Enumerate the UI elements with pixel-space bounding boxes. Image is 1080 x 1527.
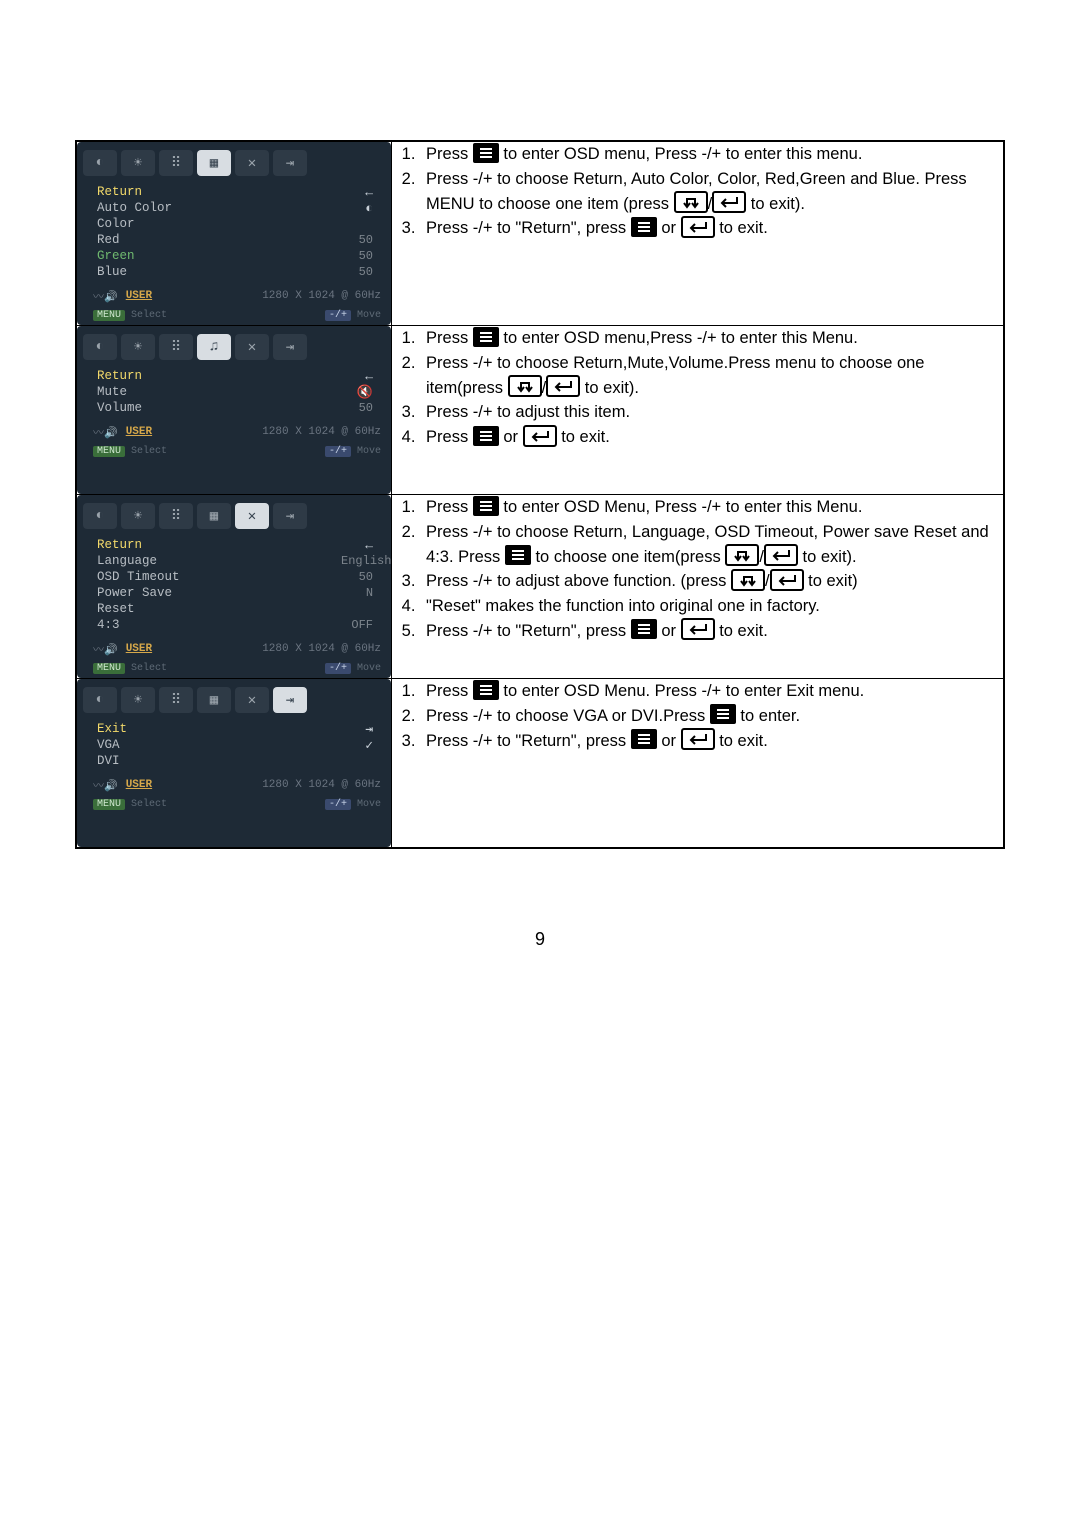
osd-tab: ♫ <box>197 334 231 360</box>
osd-tab: ✕ <box>235 150 269 176</box>
osd-tab: ⇥ <box>273 334 307 360</box>
enter-icon <box>764 544 798 566</box>
arrows-icon <box>725 544 759 566</box>
osd-tab-row: ◐☀⠿▦✕⇥ <box>77 501 391 535</box>
enter-icon <box>681 618 715 640</box>
instructions: Press to enter OSD Menu, Press -/+ to en… <box>392 495 1003 644</box>
menu-icon <box>473 496 499 516</box>
osd-tab: ◐ <box>83 687 117 713</box>
osd-tab: ☀ <box>121 503 155 529</box>
osd-tab: ▦ <box>197 687 231 713</box>
enter-icon <box>770 569 804 591</box>
osd-menu-item: VGA ✓ <box>97 737 381 753</box>
osd-tab-row: ◐☀⠿▦✕⇥ <box>77 685 391 719</box>
enter-icon <box>546 375 580 397</box>
osd-menu-item: Reset <box>97 601 381 617</box>
osd-tab: ☀ <box>121 687 155 713</box>
table-row: ◐☀⠿▦✕⇥ Return ← Auto Color ◐ Color Red 5… <box>76 141 1004 326</box>
menu-icon <box>473 426 499 446</box>
osd-menu-item: Auto Color ◐ <box>97 200 381 216</box>
osd-panel: ◐☀⠿♫✕⇥ Return ← Mute 🔇 Volume 50 〰🔊USER … <box>77 326 391 494</box>
osd-cell: ◐☀⠿♫✕⇥ Return ← Mute 🔇 Volume 50 〰🔊USER … <box>76 326 392 495</box>
osd-menu-item: Exit ⇥ <box>97 721 381 737</box>
instructions: Press to enter OSD menu, Press -/+ to en… <box>392 142 1003 241</box>
osd-menu-item: OSD Timeout 50 <box>97 569 381 585</box>
osd-tab: ✕ <box>235 334 269 360</box>
table-row: ◐☀⠿♫✕⇥ Return ← Mute 🔇 Volume 50 〰🔊USER … <box>76 326 1004 495</box>
manual-table: ◐☀⠿▦✕⇥ Return ← Auto Color ◐ Color Red 5… <box>75 140 1005 849</box>
osd-tab: ⇥ <box>273 503 307 529</box>
osd-menu-item: Return ← <box>97 537 381 553</box>
osd-tab: ☀ <box>121 150 155 176</box>
osd-status: 〰🔊USER 1280 X 1024 @ 60Hz <box>77 418 391 446</box>
osd-menu-item: Red 50 <box>97 232 381 248</box>
osd-menu-item: Blue 50 <box>97 264 381 280</box>
instructions-cell: Press to enter OSD Menu, Press -/+ to en… <box>392 495 1004 679</box>
osd-menu-item: Volume 50 <box>97 400 381 416</box>
osd-status: 〰🔊USER 1280 X 1024 @ 60Hz <box>77 635 391 663</box>
osd-menu-item: Mute 🔇 <box>97 384 381 400</box>
menu-icon <box>631 619 657 639</box>
instructions: Press to enter OSD menu,Press -/+ to ent… <box>392 326 1003 450</box>
osd-footer: MENU Select -/+ Move <box>77 446 391 461</box>
osd-status: 〰🔊USER 1280 X 1024 @ 60Hz <box>77 771 391 799</box>
osd-cell: ◐☀⠿▦✕⇥ Return ← Auto Color ◐ Color Red 5… <box>76 141 392 326</box>
osd-menu-item: Return ← <box>97 184 381 200</box>
arrows-icon <box>731 569 765 591</box>
table-row: ◐☀⠿▦✕⇥ Return ← Language English OSD Tim… <box>76 495 1004 679</box>
osd-menu-item: Language English <box>97 553 381 569</box>
osd-tab: ⠿ <box>159 503 193 529</box>
arrows-icon <box>508 375 542 397</box>
instructions: Press to enter OSD Menu. Press -/+ to en… <box>392 679 1003 753</box>
osd-tab: ⠿ <box>159 150 193 176</box>
menu-icon <box>631 729 657 749</box>
osd-tab: ✕ <box>235 503 269 529</box>
menu-icon <box>505 545 531 565</box>
page-number: 9 <box>75 929 1005 950</box>
osd-menu-item: 4:3 OFF <box>97 617 381 633</box>
osd-status: 〰🔊USER 1280 X 1024 @ 60Hz <box>77 282 391 310</box>
enter-icon <box>712 191 746 213</box>
osd-tab: ☀ <box>121 334 155 360</box>
osd-cell: ◐☀⠿▦✕⇥ Exit ⇥ VGA ✓ DVI 〰🔊USER 1280 X 10… <box>76 679 392 849</box>
enter-icon <box>523 425 557 447</box>
osd-menu-item: Green 50 <box>97 248 381 264</box>
menu-icon <box>473 327 499 347</box>
osd-footer: MENU Select -/+ Move <box>77 310 391 325</box>
osd-tab: ⇥ <box>273 150 307 176</box>
menu-icon <box>631 217 657 237</box>
osd-tab: ✕ <box>235 687 269 713</box>
osd-footer: MENU Select -/+ Move <box>77 663 391 678</box>
osd-cell: ◐☀⠿▦✕⇥ Return ← Language English OSD Tim… <box>76 495 392 679</box>
menu-icon <box>710 704 736 724</box>
osd-menu-item: Color <box>97 216 381 232</box>
osd-tab: ⇥ <box>273 687 307 713</box>
osd-tab: ◐ <box>83 150 117 176</box>
osd-tab: ▦ <box>197 150 231 176</box>
arrows-icon <box>674 191 708 213</box>
osd-panel: ◐☀⠿▦✕⇥ Exit ⇥ VGA ✓ DVI 〰🔊USER 1280 X 10… <box>77 679 391 847</box>
osd-tab: ⠿ <box>159 334 193 360</box>
enter-icon <box>681 728 715 750</box>
osd-tab-row: ◐☀⠿♫✕⇥ <box>77 332 391 366</box>
osd-menu-item: Power Save N <box>97 585 381 601</box>
osd-panel: ◐☀⠿▦✕⇥ Return ← Auto Color ◐ Color Red 5… <box>77 142 391 325</box>
instructions-cell: Press to enter OSD menu, Press -/+ to en… <box>392 141 1004 326</box>
osd-tab: ◐ <box>83 503 117 529</box>
instructions-cell: Press to enter OSD Menu. Press -/+ to en… <box>392 679 1004 849</box>
osd-tab: ◐ <box>83 334 117 360</box>
instructions-cell: Press to enter OSD menu,Press -/+ to ent… <box>392 326 1004 495</box>
menu-icon <box>473 143 499 163</box>
enter-icon <box>681 216 715 238</box>
osd-tab: ▦ <box>197 503 231 529</box>
osd-panel: ◐☀⠿▦✕⇥ Return ← Language English OSD Tim… <box>77 495 391 678</box>
osd-menu-item: Return ← <box>97 368 381 384</box>
table-row: ◐☀⠿▦✕⇥ Exit ⇥ VGA ✓ DVI 〰🔊USER 1280 X 10… <box>76 679 1004 849</box>
osd-footer: MENU Select -/+ Move <box>77 799 391 814</box>
osd-menu-item: DVI <box>97 753 381 769</box>
menu-icon <box>473 680 499 700</box>
osd-tab: ⠿ <box>159 687 193 713</box>
osd-tab-row: ◐☀⠿▦✕⇥ <box>77 148 391 182</box>
